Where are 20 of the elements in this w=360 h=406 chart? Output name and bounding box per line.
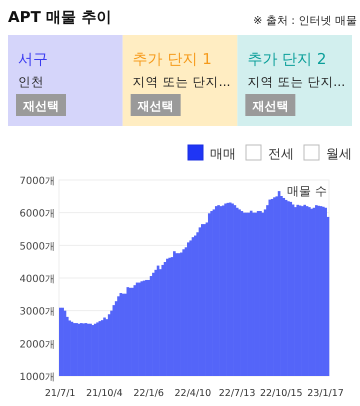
x-tick-label: 22/1/6 [133, 388, 164, 399]
series-label: 매물 수 [287, 184, 327, 198]
text: ※ 출처 : 인터넷 매물 [253, 14, 357, 27]
x-tick-label: 22/10/15 [260, 388, 303, 399]
text: 전세 [268, 147, 294, 162]
x-tick-label: 21/10/4 [86, 388, 123, 399]
text: 매매 [210, 147, 236, 162]
x-tick-label: 22/4/10 [174, 388, 212, 399]
y-tick-label: 6000개 [20, 208, 55, 220]
text: APT 매물 추이 [8, 8, 112, 26]
x-tick-label: 23/1/17 [307, 388, 344, 399]
y-tick-label: 1000개 [20, 372, 55, 383]
y-tick-label: 7000개 [20, 176, 55, 187]
x-tick-label: 21/7/1 [44, 388, 76, 399]
x-tick-label: 22/7/13 [218, 388, 256, 399]
y-tick-label: 4000개 [20, 274, 55, 285]
y-tick-label: 5000개 [20, 241, 55, 252]
y-tick-label: 2000개 [20, 339, 55, 350]
text: 월세 [326, 147, 352, 162]
y-tick-label: 3000개 [20, 306, 55, 318]
